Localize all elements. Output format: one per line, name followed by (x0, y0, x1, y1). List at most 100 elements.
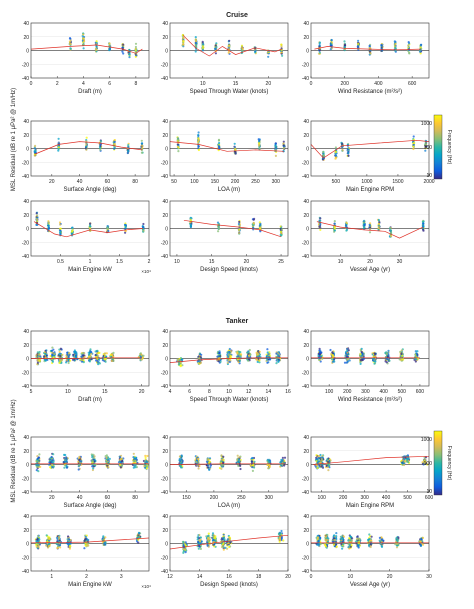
data-point (201, 46, 205, 50)
data-point (38, 453, 41, 456)
data-point (80, 360, 84, 363)
data-point (207, 532, 210, 535)
data-point (319, 351, 322, 354)
data-point (214, 44, 217, 47)
data-point (194, 38, 197, 42)
x-tick-label: 16 (285, 389, 291, 395)
data-point (360, 350, 363, 353)
data-point (258, 359, 261, 362)
data-point (334, 146, 337, 149)
y-tick-label: -20 (22, 62, 29, 68)
data-point (258, 350, 261, 353)
data-point (318, 347, 321, 350)
data-point (82, 47, 85, 50)
data-point (217, 355, 220, 358)
y-tick-label: 0 (165, 227, 168, 233)
trend-line (183, 219, 282, 238)
data-point (106, 226, 109, 229)
data-point (322, 154, 325, 157)
data-point (335, 545, 338, 548)
y-tick-label: -20 (161, 370, 168, 376)
data-point (335, 532, 338, 535)
colorbar-tick-label: 10 (426, 173, 432, 179)
data-point (69, 39, 72, 42)
data-point (251, 469, 254, 472)
data-point (268, 352, 271, 355)
data-point (71, 230, 74, 233)
data-point (52, 348, 55, 351)
data-point (280, 233, 283, 236)
data-point (72, 353, 75, 356)
data-point (59, 347, 63, 350)
data-point (281, 54, 284, 57)
data-point (362, 220, 366, 223)
x-tick-label: 6 (108, 81, 111, 87)
data-point (52, 453, 55, 456)
x-tick-label: 300 (272, 179, 281, 185)
data-point (401, 459, 405, 462)
data-point (45, 544, 48, 547)
data-point (59, 233, 62, 236)
data-point (274, 145, 277, 148)
data-point (331, 360, 334, 363)
data-point (48, 545, 51, 548)
data-point (206, 459, 209, 462)
data-point (341, 537, 344, 541)
y-axis-label: MSL Residual (dB re 1 μPa² @ 1m/Hz) (11, 88, 17, 191)
data-point (359, 362, 362, 365)
x-axis-label: Main Engine RPM (346, 187, 394, 193)
x-tick-label: 0 (30, 81, 33, 87)
data-point (93, 464, 96, 467)
y-tick-label: 40 (23, 21, 29, 27)
x-tick-label: 300 (265, 495, 274, 501)
data-point (124, 226, 127, 229)
y-tick-label: -40 (22, 174, 29, 180)
data-point (280, 228, 283, 231)
data-point (68, 42, 72, 46)
data-point (368, 538, 371, 541)
data-point (37, 464, 40, 467)
data-point (252, 218, 255, 221)
data-point (178, 455, 181, 458)
data-point (319, 217, 322, 220)
y-tick-label: -40 (22, 76, 29, 82)
data-point (85, 148, 88, 151)
data-point (341, 547, 344, 550)
data-point (219, 360, 222, 363)
x-tick-label: 14 (266, 389, 272, 395)
data-point (199, 547, 202, 551)
data-point (345, 221, 348, 225)
data-point (412, 143, 415, 146)
data-point (145, 460, 148, 463)
y-tick-label: -40 (161, 174, 168, 180)
data-point (378, 225, 381, 228)
data-point (142, 222, 145, 226)
data-point (327, 464, 330, 467)
data-point (65, 359, 68, 362)
data-point (52, 465, 55, 468)
data-point (388, 227, 392, 230)
x-tick-label: 60 (105, 495, 111, 501)
x-axis-label: LOA (m) (218, 503, 240, 509)
data-point (369, 52, 372, 55)
data-point (87, 353, 91, 356)
x-tick-label: 20 (285, 574, 291, 580)
y-tick-label: -40 (302, 490, 309, 496)
x-tick-label: 1 (89, 259, 92, 265)
data-point (248, 348, 251, 352)
trend-line (33, 221, 144, 238)
data-point (394, 47, 397, 50)
data-point (280, 51, 283, 54)
data-point (35, 543, 38, 546)
data-point (92, 456, 95, 459)
data-point (317, 539, 320, 543)
y-tick-label: 0 (165, 542, 168, 548)
data-point (361, 358, 364, 361)
data-point (333, 538, 337, 542)
data-point (89, 225, 92, 228)
